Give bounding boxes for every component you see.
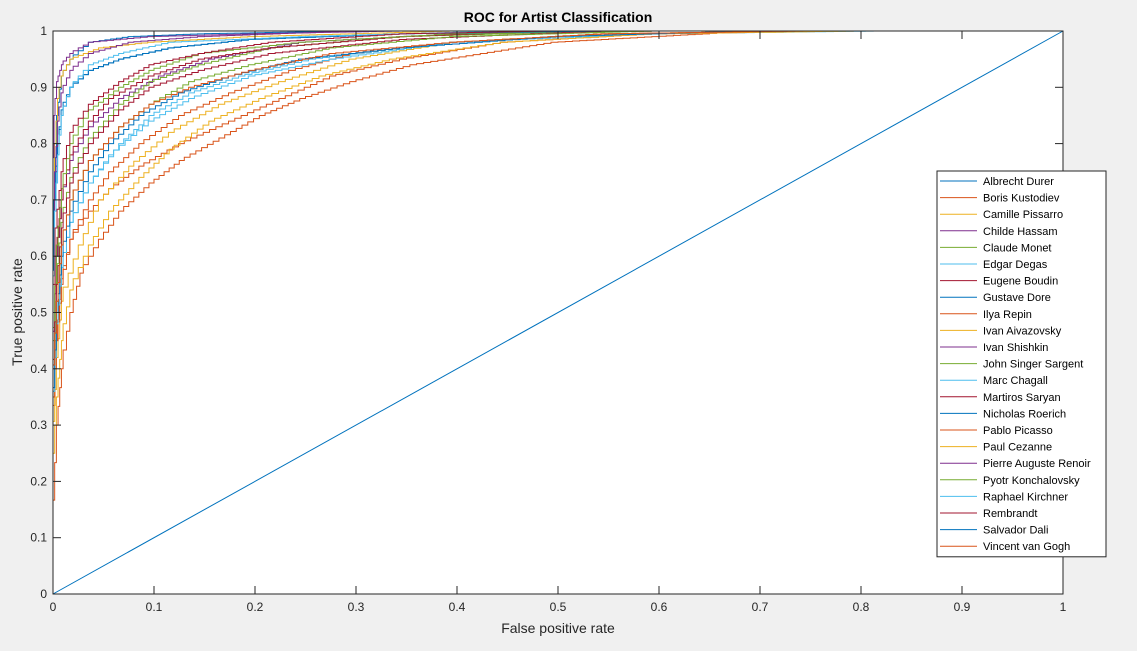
x-tick-label: 0.9 bbox=[954, 600, 971, 614]
x-tick-label: 0.6 bbox=[651, 600, 668, 614]
legend-entry: Paul Cezanne bbox=[983, 442, 1052, 454]
x-tick-label: 0.1 bbox=[146, 600, 163, 614]
roc-curve-paul-cezanne bbox=[52, 30, 1063, 594]
legend-entry: John Singer Sargent bbox=[983, 359, 1083, 371]
y-tick-label: 0.7 bbox=[30, 193, 47, 207]
y-tick-label: 1 bbox=[40, 24, 47, 38]
legend-entry: Childe Hassam bbox=[983, 226, 1058, 238]
y-tick-label: 0.8 bbox=[30, 137, 47, 151]
y-tick-label: 0.1 bbox=[30, 531, 47, 545]
ticks-layer: 0 0.1 0.2 0.3 0.4 0.5 0.6 0.7 0.8 0.9 1 0 0.1 0.2 0.3 0… bbox=[30, 24, 1066, 614]
legend-entry: Martiros Saryan bbox=[983, 392, 1061, 404]
x-tick-label: 0.5 bbox=[550, 600, 567, 614]
legend-entry: Salvador Dali bbox=[983, 525, 1048, 537]
legend-entry: Nicholas Roerich bbox=[983, 408, 1066, 420]
x-tick-label: 0.3 bbox=[348, 600, 365, 614]
y-tick-label: 0.6 bbox=[30, 249, 47, 263]
y-tick-label: 0.9 bbox=[30, 80, 47, 94]
legend-entry: Albrecht Durer bbox=[983, 176, 1054, 188]
y-tick-label: 0 bbox=[40, 587, 47, 601]
legend-entry: Ivan Aivazovsky bbox=[983, 325, 1062, 337]
legend-entry: Ilya Repin bbox=[983, 309, 1032, 321]
legend[interactable]: Albrecht Durer Boris Kustodiev Camille Pis… bbox=[936, 170, 1107, 558]
legend-entry: Ivan Shishkin bbox=[983, 342, 1048, 354]
legend-entry: Edgar Degas bbox=[983, 259, 1048, 271]
legend-entry: Boris Kustodiev bbox=[983, 193, 1060, 205]
legend-entry: Pierre Auguste Renoir bbox=[983, 458, 1091, 470]
x-axis-label: False positive rate bbox=[501, 620, 615, 636]
legend-entry: Camille Pissarro bbox=[983, 209, 1063, 221]
x-tick-label: 0.4 bbox=[449, 600, 466, 614]
y-tick-label: 0.5 bbox=[30, 306, 47, 320]
x-tick-label: 0.2 bbox=[247, 600, 264, 614]
y-axis-label: True positive rate bbox=[9, 258, 25, 366]
legend-entry: Raphael Kirchner bbox=[983, 491, 1068, 503]
y-tick-label: 0.3 bbox=[30, 418, 47, 432]
legend-entry: Marc Chagall bbox=[983, 375, 1048, 387]
x-tick-label: 1 bbox=[1060, 600, 1067, 614]
legend-entry: Eugene Boudin bbox=[983, 276, 1058, 288]
legend-entry: Gustave Dore bbox=[983, 292, 1051, 304]
chart-title: ROC for Artist Classification bbox=[464, 9, 653, 25]
y-tick-label: 0.2 bbox=[30, 474, 47, 488]
legend-entry: Claude Monet bbox=[983, 242, 1052, 254]
x-tick-label: 0 bbox=[50, 600, 57, 614]
y-tick-label: 0.4 bbox=[30, 362, 47, 376]
diagonal-reference-line bbox=[52, 30, 1064, 595]
legend-entry: Pyotr Konchalovsky bbox=[983, 475, 1080, 487]
x-tick-label: 0.8 bbox=[853, 600, 870, 614]
x-tick-label: 0.7 bbox=[752, 600, 769, 614]
legend-entry: Vincent van Gogh bbox=[983, 541, 1070, 553]
legend-entry: Rembrandt bbox=[983, 508, 1037, 520]
legend-entry: Pablo Picasso bbox=[983, 425, 1053, 437]
roc-curve-vincent-van-gogh bbox=[52, 30, 1063, 594]
